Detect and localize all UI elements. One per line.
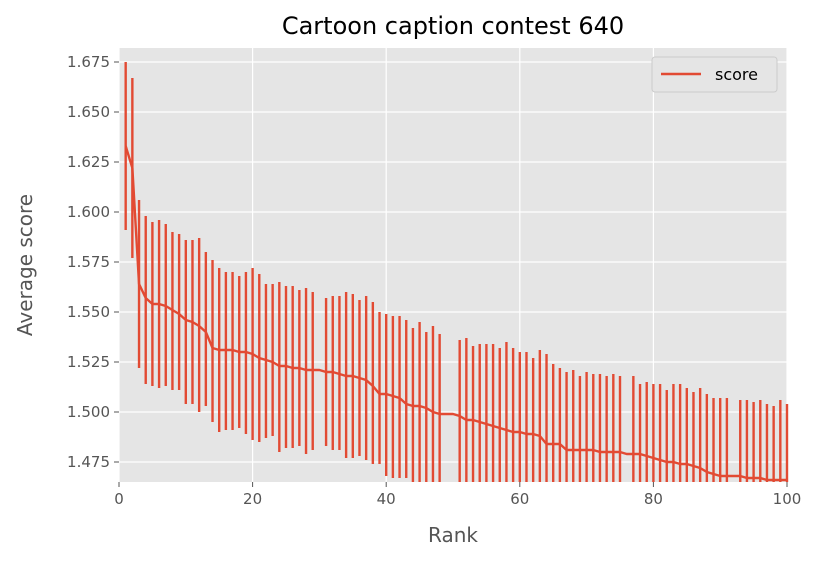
legend-label-score: score	[715, 65, 758, 84]
plot-background	[119, 48, 787, 482]
y-tick-label: 1.600	[67, 203, 110, 221]
chart-title: Cartoon caption contest 640	[282, 12, 624, 40]
grid	[118, 48, 788, 482]
y-tick-label: 1.575	[67, 253, 110, 271]
error-bars	[124, 62, 789, 482]
y-tick-label: 1.675	[67, 53, 110, 71]
x-tick-label: 60	[510, 490, 529, 508]
y-tick-label: 1.650	[67, 103, 110, 121]
legend: score	[651, 56, 778, 93]
x-axis: 0 20 40 60 80 100	[114, 482, 801, 508]
x-axis-label: Rank	[428, 523, 478, 547]
y-axis-label: Average score	[13, 194, 37, 336]
x-tick-label: 100	[773, 490, 802, 508]
x-tick-label: 40	[377, 490, 396, 508]
series-lines	[124, 145, 787, 482]
x-tick-label: 80	[644, 490, 663, 508]
series-line-score	[124, 145, 787, 482]
y-tick-label: 1.550	[67, 303, 110, 321]
legend-box	[651, 56, 778, 93]
y-tick-label: 1.475	[67, 453, 110, 471]
y-tick-label: 1.525	[67, 353, 110, 371]
y-tick-label: 1.625	[67, 153, 110, 171]
y-axis: 1.475 1.500 1.525 1.550 1.575 1.600 1.625 1.650…	[67, 53, 119, 471]
y-tick-label: 1.500	[67, 403, 110, 421]
x-tick-label: 20	[243, 490, 262, 508]
x-tick-label: 0	[114, 490, 124, 508]
